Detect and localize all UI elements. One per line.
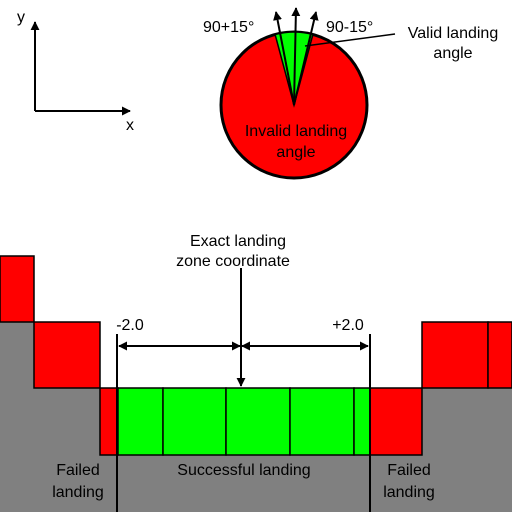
x-axis-label: x (126, 117, 134, 134)
invalid-angle-label-line1: Invalid landing (245, 123, 347, 140)
minus-range-label: -2.0 (116, 317, 144, 334)
plus-range-label: +2.0 (332, 317, 364, 334)
terrain (0, 255, 512, 512)
success-block (117, 387, 164, 456)
failed-block (369, 387, 423, 456)
valid-angle-label-line1: Valid landing (408, 25, 498, 42)
successful-landing-label: Successful landing (177, 462, 310, 479)
valid-angle-label-line2: angle (433, 45, 472, 62)
exact-landing-label-line1: Exact landing (190, 233, 286, 250)
failed-landing-left-line2: landing (52, 484, 104, 501)
failed-block (421, 321, 489, 389)
coordinate-axes: y x (17, 9, 134, 134)
valid-label-pointer (304, 33, 396, 47)
failed-landing-right-line2: landing (383, 484, 435, 501)
ground (0, 322, 512, 512)
failed-landing-right-line1: Failed (387, 462, 431, 479)
left-angle-arrow (273, 11, 295, 106)
failed-block (33, 321, 101, 389)
failed-landing-left-line1: Failed (56, 462, 100, 479)
y-axis-label: y (17, 9, 25, 26)
exact-landing-label-line2: zone coordinate (176, 253, 290, 270)
failed-block (487, 321, 512, 389)
landing-zone-annotations: Exact landing zone coordinate -2.0 +2.0 … (52, 233, 435, 512)
success-block (162, 387, 227, 456)
success-block (353, 387, 371, 456)
vertical-arrow (291, 7, 301, 106)
left-angle-label: 90+15° (203, 19, 254, 36)
failed-block (0, 255, 35, 323)
success-block (289, 387, 355, 456)
failed-block (99, 387, 119, 456)
right-angle-arrow (293, 11, 319, 106)
right-angle-label: 90-15° (326, 19, 373, 36)
invalid-angle-label-line2: angle (276, 144, 315, 161)
success-block (225, 387, 291, 456)
angle-diagram: 90+15° 90-15° Valid landing angle Invali… (203, 7, 498, 180)
